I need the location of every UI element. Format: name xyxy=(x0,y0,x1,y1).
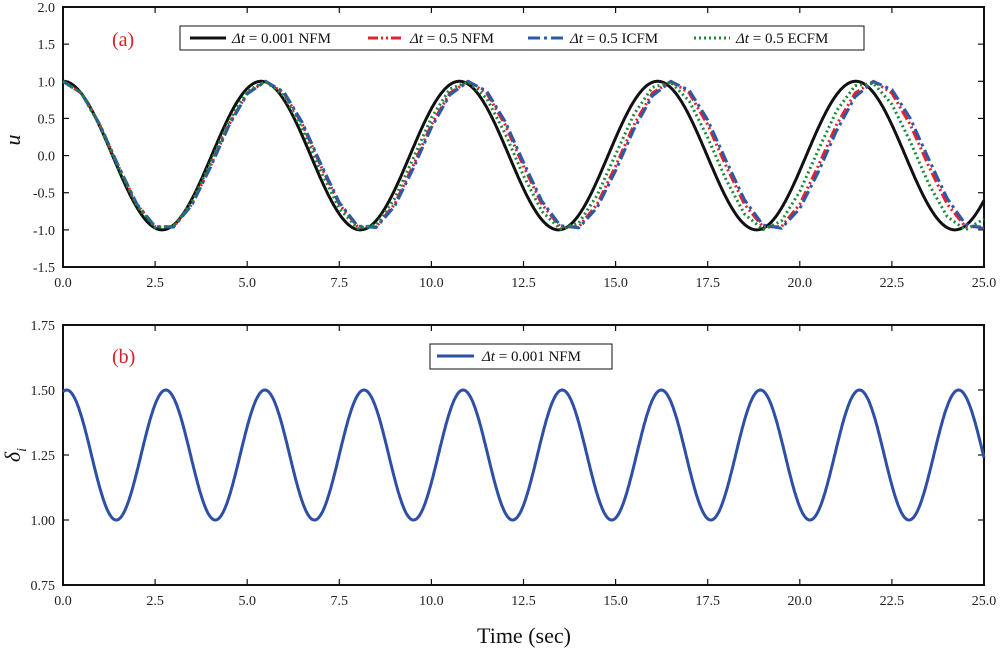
panel-1-xtick-label-1: 2.5 xyxy=(146,594,164,609)
panel-0-ytick-label-6: 1.5 xyxy=(38,38,56,53)
panel-0-xtick-label-2: 5.0 xyxy=(238,276,256,291)
panel-0-xtick-label-1: 2.5 xyxy=(146,276,164,291)
legend-a-text-3: Δt = 0.5 ECFM xyxy=(735,31,828,47)
legend-a-text-0: Δt = 0.001 NFM xyxy=(231,31,331,47)
panel-0-ytick-label-4: 0.5 xyxy=(38,112,56,127)
panel-1-xtick-label-10: 25.0 xyxy=(972,594,997,609)
panel-b-ticks: 0.0 2.5 5.0 7.5 10.0 12.5 15.0 17.5 20.0 22.5 25.0… xyxy=(31,319,997,609)
panel-1-xtick-label-9: 22.5 xyxy=(880,594,905,609)
panel-a-series xyxy=(62,79,986,232)
panel-1-xtick-label-4: 10.0 xyxy=(419,594,444,609)
panel-0-ytick-label-1: -1.0 xyxy=(33,224,55,239)
panel-0-xtick-label-5: 12.5 xyxy=(511,276,536,291)
panel-1-xtick-label-8: 20.0 xyxy=(788,594,813,609)
panel-1-xtick-label-5: 12.5 xyxy=(511,594,536,609)
panel-1-xtick-label-3: 7.5 xyxy=(331,594,349,609)
legend-a-text-1: Δt = 0.5 NFM xyxy=(409,31,494,47)
panel-1-xtick-label-0: 0.0 xyxy=(54,594,72,609)
panel-1-ytick-label-4: 1.75 xyxy=(31,319,56,334)
panel-0-series-line-2 xyxy=(62,79,985,231)
panel-0-ytick-label-3: 0.0 xyxy=(38,150,56,165)
panel-a-ticks: 0.0 2.5 5.0 7.5 10.0 12.5 15.0 17.5 20.0 22.5 25.0… xyxy=(33,1,996,291)
panel-0-ytick-label-5: 1.0 xyxy=(38,75,56,90)
panel-1-xtick-label-6: 15.0 xyxy=(603,594,628,609)
panel-0-series-line-0 xyxy=(62,79,986,232)
panel-0-xtick-label-3: 7.5 xyxy=(331,276,349,291)
panel-0-xtick-label-4: 10.0 xyxy=(419,276,444,291)
panel-0-ytick-label-7: 2.0 xyxy=(38,1,56,16)
panel-0-ytick-label-0: -1.5 xyxy=(33,261,55,276)
panel-0-xtick-label-6: 15.0 xyxy=(603,276,628,291)
panel-1-ytick-label-2: 1.25 xyxy=(31,449,56,464)
panel-a-label: (a) xyxy=(112,29,134,51)
panel-1-ytick-label-1: 1.00 xyxy=(31,514,56,529)
panel-b-ylabel: δi xyxy=(0,448,30,462)
legend-a-text-2: Δt = 0.5 ICFM xyxy=(569,31,658,47)
panel-0-xtick-label-9: 22.5 xyxy=(880,276,905,291)
panel-b-series xyxy=(61,388,986,522)
panel-b-label: (b) xyxy=(112,346,135,368)
panel-0-series-line-3 xyxy=(62,79,985,232)
x-axis-title: Time (sec) xyxy=(477,623,571,648)
panel-b-legend: Δt = 0.001 NFM xyxy=(429,343,613,370)
legend-b-text-0: Δt = 0.001 NFM xyxy=(481,349,581,365)
panel-0-ytick-label-2: -0.5 xyxy=(33,187,55,202)
panel-1-xtick-label-7: 17.5 xyxy=(695,594,720,609)
panel-0-xtick-label-7: 17.5 xyxy=(695,276,720,291)
panel-0-xtick-label-8: 20.0 xyxy=(788,276,813,291)
panel-0-series-line-1 xyxy=(62,79,984,229)
panel-1-series-line-0 xyxy=(61,388,986,522)
panel-a-ylabel: u xyxy=(0,135,25,146)
panel-0-xtick-label-0: 0.0 xyxy=(54,276,72,291)
panel-1-ytick-label-3: 1.50 xyxy=(31,384,56,399)
panel-0-xtick-label-10: 25.0 xyxy=(972,276,997,291)
panel-1-xtick-label-2: 5.0 xyxy=(238,594,256,609)
panel-1-ytick-label-0: 0.75 xyxy=(31,579,56,594)
panel-a-legend: Δt = 0.001 NFM Δt = 0.5 NFM Δt = 0.5 ICF… xyxy=(179,25,865,51)
